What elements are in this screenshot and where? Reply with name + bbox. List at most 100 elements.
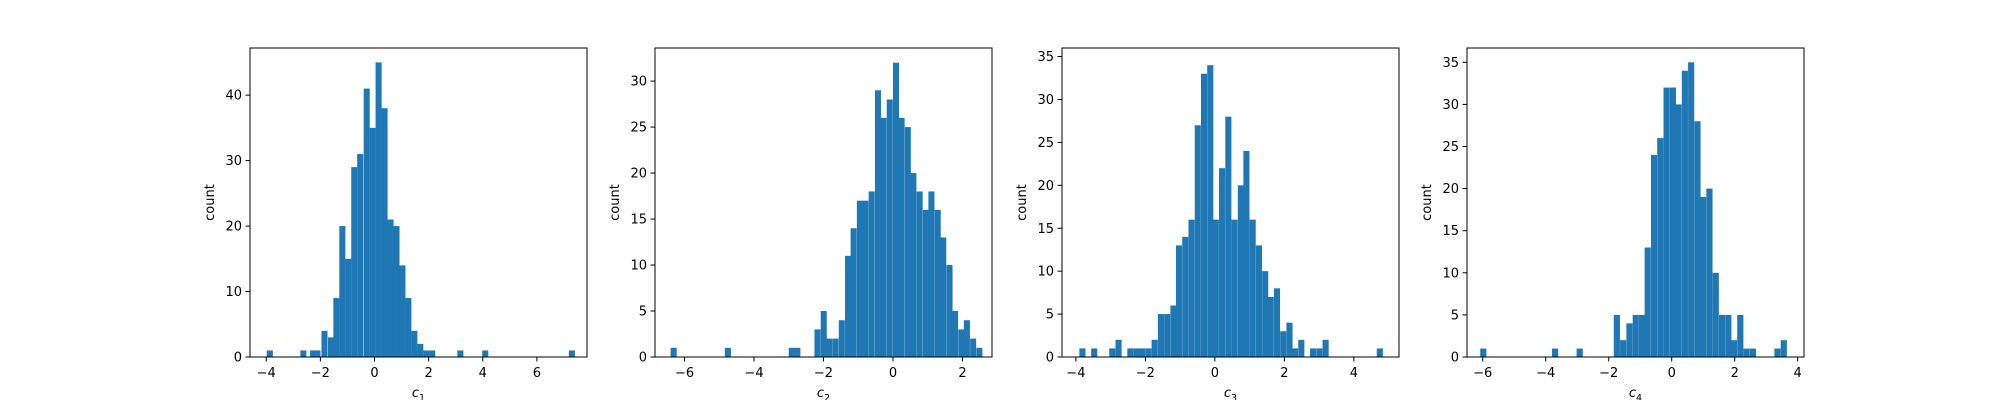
histogram-bar [1194, 125, 1201, 357]
x-axis-label-main: c [817, 386, 824, 400]
histogram-bar [321, 330, 328, 357]
y-tick-label: 25 [1442, 140, 1459, 155]
histogram-bar [1730, 340, 1738, 357]
histogram-bar [1657, 138, 1664, 357]
histogram-bar [1182, 236, 1189, 357]
histogram-bar [670, 347, 677, 357]
histogram-bar [482, 350, 489, 357]
y-tick-label: 20 [1037, 179, 1054, 194]
x-axis-label: c2 [817, 386, 830, 400]
histogram-bar [1298, 339, 1305, 357]
histogram-bar [1322, 339, 1329, 357]
histogram-bar [351, 167, 358, 357]
y-axis-label: count [608, 184, 623, 221]
x-tick-label: −2 [1136, 366, 1155, 381]
histogram-bar [724, 347, 731, 357]
histogram-bar [381, 108, 388, 357]
histogram-bar [411, 330, 418, 357]
x-axis-label: c3 [1224, 386, 1237, 400]
y-tick-label: 20 [1442, 182, 1459, 197]
histogram-bar [1133, 348, 1140, 357]
y-tick-label: 30 [630, 75, 647, 90]
y-axis-ticks: 0 5 10 15 20 25 30 [630, 75, 655, 366]
y-tick-label: 30 [1037, 93, 1054, 108]
histogram-bar [375, 62, 382, 358]
y-tick-label: 20 [225, 220, 242, 235]
histogram-bar [814, 329, 821, 357]
y-tick-label: 0 [639, 351, 647, 366]
histogram-bar [1632, 314, 1639, 357]
y-tick-label: 10 [630, 259, 647, 274]
x-tick-label: −6 [675, 366, 694, 381]
histogram-bar [1376, 348, 1383, 357]
x-axis-ticks: −6 −4 −2 0 2 [675, 357, 967, 381]
histogram-bars [266, 62, 575, 358]
y-tick-label: 0 [1451, 351, 1459, 366]
histogram-bar [1644, 247, 1651, 357]
y-tick-label: 10 [1037, 265, 1054, 280]
y-axis-label: count [1420, 184, 1435, 221]
x-tick-label: −4 [744, 366, 763, 381]
histogram-bar [1262, 271, 1269, 357]
histogram-bar [1145, 348, 1152, 357]
histogram-bar [300, 350, 307, 357]
histogram-bar [952, 311, 959, 357]
x-tick-label: 2 [1731, 366, 1739, 381]
histogram-bar [928, 191, 935, 357]
histogram-bar [333, 298, 340, 357]
histogram-bar [1638, 314, 1646, 357]
x-tick-label: −4 [1066, 366, 1085, 381]
histogram-bar [1688, 62, 1695, 358]
y-tick-label: 25 [1037, 136, 1054, 151]
y-tick-label: 5 [639, 305, 647, 320]
x-tick-label: 6 [533, 366, 541, 381]
x-axis-label: c4 [1629, 386, 1642, 400]
histogram-bar [886, 99, 893, 357]
x-axis-ticks: −4 −2 0 2 4 [1066, 357, 1358, 381]
histogram-bar [880, 117, 887, 357]
histogram-bar [1626, 323, 1633, 357]
histogram-bar [1273, 288, 1281, 357]
histogram-bar [1620, 340, 1627, 357]
y-axis-label: count [1015, 184, 1030, 221]
histogram-bar [1316, 348, 1323, 357]
histogram-bar [1280, 331, 1287, 357]
y-tick-label: 15 [1037, 222, 1054, 237]
histogram-bar [1267, 296, 1274, 357]
y-tick-label: 5 [1046, 308, 1054, 323]
x-tick-label: −2 [1599, 366, 1618, 381]
histogram-bar [1079, 348, 1086, 357]
histogram-bar [1225, 116, 1232, 357]
histogram-bar [369, 127, 376, 358]
histogram-bar [838, 320, 845, 357]
histogram-bar [1650, 154, 1658, 357]
y-tick-label: 35 [1442, 56, 1459, 71]
histogram-bar [904, 127, 911, 357]
histogram-bar [417, 343, 424, 357]
x-tick-label: 2 [1280, 366, 1288, 381]
histogram-bar [314, 350, 321, 357]
histogram-bar [1700, 197, 1707, 357]
histogram-bar [1613, 314, 1620, 357]
histogram-bar [963, 320, 970, 357]
x-axis-label-main: c [1224, 386, 1231, 400]
histogram-bar [856, 200, 863, 357]
x-tick-label: 2 [958, 366, 966, 381]
histogram-bar [327, 337, 334, 357]
histogram-bar [1774, 348, 1781, 357]
x-tick-label: −4 [1536, 366, 1555, 381]
histogram-bar [970, 338, 977, 357]
x-tick-label: −2 [814, 366, 833, 381]
y-tick-label: 25 [630, 121, 647, 136]
histogram-bar [568, 350, 575, 357]
histogram-bar [1170, 305, 1177, 357]
histogram-bar [1127, 348, 1134, 357]
histogram-bar [1249, 219, 1256, 357]
y-tick-label: 40 [225, 89, 242, 104]
histogram-bar [916, 191, 923, 357]
histogram-bar [1157, 314, 1164, 357]
histogram-bar [1286, 322, 1293, 357]
